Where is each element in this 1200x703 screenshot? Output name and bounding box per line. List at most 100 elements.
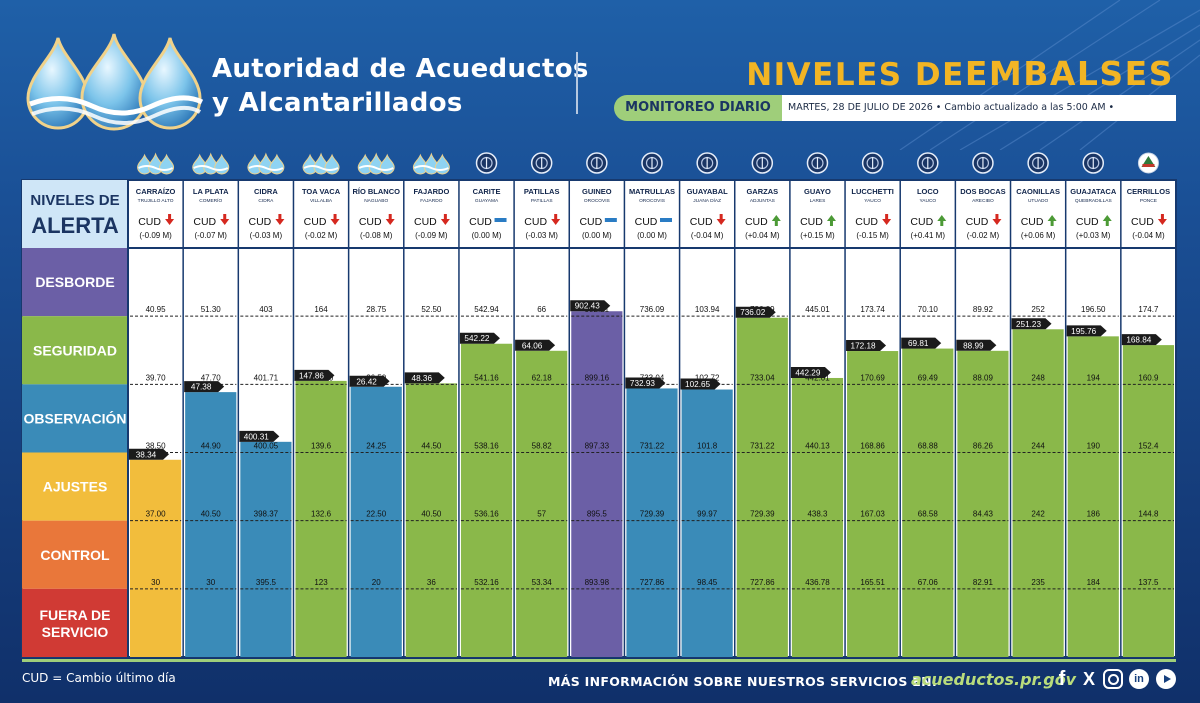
threshold-label: 532.16: [474, 578, 499, 587]
threshold-label: 62.18: [532, 373, 553, 382]
threshold-label: 440.13: [805, 442, 830, 451]
cud-label: CUD: [1076, 216, 1099, 228]
reservoir-town: JUANA DÍAZ: [693, 197, 721, 204]
level-value: 147.86: [299, 371, 324, 380]
level-tag: [349, 375, 390, 387]
monitor-label: MONITOREO DIARIO: [614, 95, 782, 121]
reservoir-name: CAONILLAS: [1016, 187, 1060, 196]
threshold-label: 102.72: [695, 373, 720, 382]
reservoir-town: UTUADO: [1028, 198, 1049, 204]
cud-label: CUD: [800, 216, 823, 228]
change-value: (-0.08 M): [360, 231, 393, 240]
cud-label: CUD: [414, 216, 437, 228]
reservoir-column-0: CARRAÍZO TRUJILLO ALTO CUD (-0.09 M) 40.95 39…: [129, 152, 182, 657]
threshold-label: 164: [314, 305, 328, 314]
threshold-label: 248: [1031, 373, 1045, 382]
cud-label: CUD: [524, 216, 547, 228]
threshold-label: 173.74: [860, 305, 885, 314]
threshold-label: 729.39: [750, 510, 775, 519]
linkedin-icon[interactable]: in: [1129, 669, 1149, 689]
threshold-label: 98.45: [697, 578, 718, 587]
level-value: 88.99: [963, 341, 984, 350]
reservoir-column-18: CERRILLOS PONCE CUD (-0.04 M) 174.7 160.9 152.…: [1121, 152, 1174, 657]
header-divider: [576, 52, 578, 114]
trend-flat-icon: [660, 218, 672, 222]
facebook-icon[interactable]: f: [1054, 667, 1070, 690]
reservoir-town: NAGUABO: [364, 198, 388, 204]
cud-label: CUD: [635, 216, 658, 228]
trend-flat-icon: [604, 218, 617, 222]
reservoir-town: VILLALBA: [310, 198, 333, 204]
reservoir-column-6: CARITE GUAYAMA CUD (0.00 M) 542.94 541.16 538.…: [459, 152, 513, 657]
reservoir-name: TOA VACA: [302, 187, 341, 196]
website-link[interactable]: acueductos.pr.gov: [911, 670, 1077, 689]
reservoir-column-13: LUCCHETTI YAUCO CUD (-0.15 M) 173.74 170.69 16…: [846, 152, 899, 657]
level-value: 736.02: [740, 308, 765, 317]
level-label-fuera: FUERA DE: [39, 607, 110, 623]
level-value: 172.18: [851, 342, 876, 351]
level-tag: [1121, 334, 1162, 346]
threshold-label: 44.90: [201, 442, 222, 451]
threshold-label: 69.49: [918, 373, 939, 382]
threshold-label: 37.00: [146, 510, 167, 519]
level-band-desborde: [22, 248, 128, 317]
level-label-fuera: SERVICIO: [42, 624, 109, 640]
threshold-label: 66: [537, 305, 546, 314]
threshold-label: 395.5: [256, 578, 277, 587]
threshold-label: 28.75: [366, 305, 387, 314]
reservoir-town: YAUCO: [919, 198, 936, 204]
threshold-label: 40.50: [421, 510, 442, 519]
instagram-icon[interactable]: [1103, 669, 1123, 689]
trend-down-icon: [275, 214, 285, 225]
threshold-label: 727.86: [750, 578, 775, 587]
threshold-label: 30: [206, 578, 215, 587]
threshold-label: 82.91: [973, 578, 994, 587]
level-tag: [515, 339, 556, 351]
level-band-ajustes: [22, 452, 128, 521]
level-tag: [1066, 325, 1107, 337]
threshold-label: 731.22: [750, 442, 775, 451]
threshold-label: 398.37: [254, 510, 279, 519]
reservoir-name: FAJARDO: [413, 187, 449, 196]
level-value: 195.76: [1071, 327, 1096, 336]
reservoir-name: PATILLAS: [524, 187, 560, 196]
linkedin-icon-glyph: in: [1134, 673, 1144, 685]
threshold-label: 899.16: [585, 373, 610, 382]
reservoir-town: ADJUNTAS: [750, 198, 775, 204]
aaa-logo: [26, 33, 204, 131]
x-icon-glyph: X: [1082, 668, 1095, 689]
title-strong: EMBALSES: [964, 54, 1174, 93]
threshold-label: 174.7: [1138, 305, 1159, 314]
level-bar: [185, 392, 237, 657]
trend-down-icon: [385, 214, 395, 225]
facebook-icon-glyph: f: [1058, 667, 1066, 690]
threshold-label: 242: [1031, 510, 1045, 519]
threshold-label: 400.05: [254, 442, 279, 451]
threshold-label: 88.09: [973, 373, 994, 382]
change-value: (-0.02 M): [967, 231, 1000, 240]
cud-label: CUD: [579, 216, 602, 228]
x-icon[interactable]: X: [1079, 669, 1099, 689]
change-value: (+0.06 M): [1021, 231, 1056, 240]
youtube-icon[interactable]: [1156, 669, 1176, 689]
org-name-line2: y Alcantarillados: [212, 88, 463, 118]
reservoir-name: CIDRA: [254, 187, 278, 196]
threshold-label: 89.92: [973, 305, 994, 314]
threshold-label: 436.78: [805, 578, 830, 587]
level-label-seguridad: SEGURIDAD: [33, 342, 117, 358]
threshold-label: 438.3: [807, 510, 828, 519]
level-band-observacion: [22, 384, 128, 453]
level-bar: [295, 380, 347, 657]
reservoir-name: MATRULLAS: [629, 187, 675, 196]
reservoir-town: CIDRA: [258, 198, 274, 204]
level-bar: [902, 348, 954, 657]
reservoir-column-2: CIDRA CIDRA CUD (-0.03 M) 403 401.71 400.05 398…: [239, 152, 292, 657]
level-tag: [680, 378, 721, 390]
reservoir-column-7: PATILLAS PATILLAS CUD (-0.03 M) 66 62.18 58.82…: [515, 152, 568, 657]
threshold-label: 542.94: [474, 305, 499, 314]
trend-flat-icon: [494, 218, 507, 222]
reservoir-name: RÍO BLANCO: [352, 187, 400, 196]
level-bar: [957, 350, 1009, 657]
